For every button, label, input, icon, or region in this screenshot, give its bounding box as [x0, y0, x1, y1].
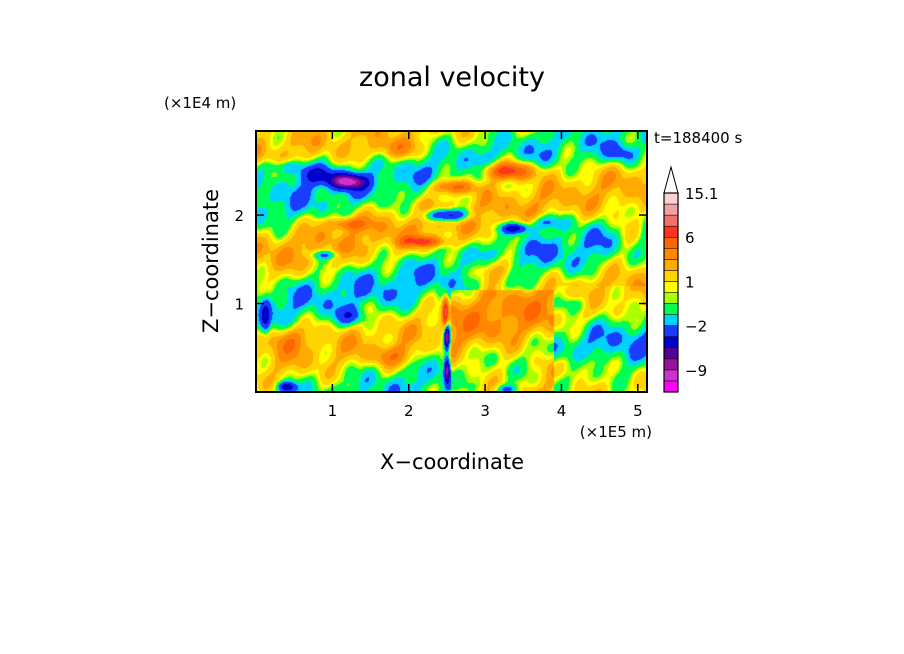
colorbar-swatch	[663, 192, 679, 205]
colorbar-tick-label: 1	[685, 273, 695, 291]
colorbar-swatch	[663, 336, 679, 349]
y-scale-label: (×1E4 m)	[164, 94, 236, 112]
colorbar-tick-label: −9	[685, 362, 707, 380]
y-tick-label: 1	[234, 296, 244, 314]
colorbar	[663, 165, 679, 393]
colorbar-swatch	[663, 281, 679, 293]
colorbar-swatch	[663, 214, 679, 227]
x-scale-label: (×1E5 m)	[580, 423, 652, 441]
colorbar-swatch	[663, 259, 679, 271]
x-tick-label: 1	[328, 402, 338, 420]
plot-area	[255, 130, 648, 393]
colorbar-swatch	[663, 325, 679, 337]
colorbar-swatch	[663, 303, 679, 315]
y-axis-label: Z−coordinate	[199, 189, 223, 333]
colorbar-swatch	[663, 347, 679, 360]
x-tick-label: 4	[557, 402, 567, 420]
x-tick-label: 2	[404, 402, 414, 420]
colorbar-swatch	[663, 270, 679, 282]
colorbar-ticks: 15.1 6 1 −2 −9	[685, 185, 718, 380]
colorbar-swatch	[663, 248, 679, 260]
colorbar-swatch	[663, 203, 679, 216]
x-tick-label: 5	[633, 402, 643, 420]
colorbar-swatch	[663, 314, 679, 326]
colorbar-tick-label: −2	[685, 318, 707, 336]
chart-title: zonal velocity	[359, 62, 545, 93]
x-axis-ticks: 1 2 3 4 5	[328, 131, 643, 420]
x-axis-label: X−coordinate	[380, 450, 524, 474]
colorbar-swatch	[663, 358, 679, 371]
colorbar-tick-label: 15.1	[685, 185, 718, 203]
colorbar-swatch	[663, 380, 679, 393]
colorbar-frame	[663, 192, 679, 393]
velocity-field	[256, 131, 647, 392]
colorbar-swatch	[663, 236, 679, 249]
y-axis-ticks: 12	[234, 207, 647, 314]
x-tick-label: 3	[480, 402, 490, 420]
y-tick-label: 2	[234, 207, 244, 225]
colorbar-extension	[663, 165, 679, 194]
colorbar-tick-label: 6	[685, 229, 695, 247]
colorbar-swatch	[663, 369, 679, 382]
time-label: t=188400 s	[654, 129, 742, 147]
plot-frame	[255, 130, 648, 393]
colorbar-swatch	[663, 225, 679, 238]
colorbar-swatch	[663, 292, 679, 304]
